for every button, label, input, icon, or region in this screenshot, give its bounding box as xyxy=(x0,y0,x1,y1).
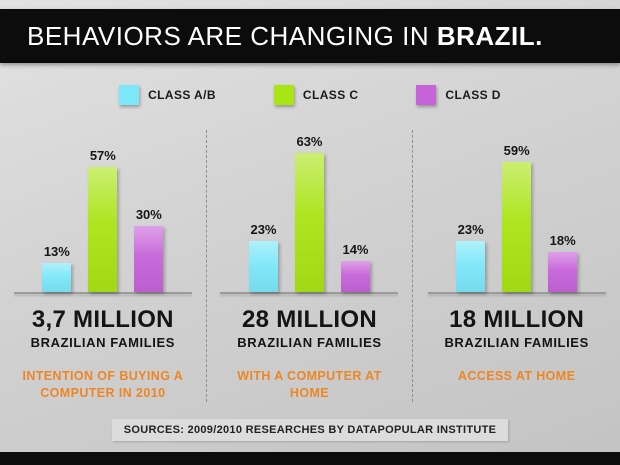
bar-class-d xyxy=(134,226,164,292)
bar-value-label: 63% xyxy=(296,134,323,149)
chart-group-access-at-home: 23% 59% 18% 18 MILLION BRAZILIAN FAMILIE… xyxy=(413,130,620,402)
bar-column: 57% xyxy=(88,148,118,292)
chart-group-computer-at-home: 23% 63% 14% 28 MILLION BRAZILIAN FAMILIE… xyxy=(207,130,414,402)
group-caption: WITH A COMPUTER AT HOME xyxy=(237,369,382,400)
legend-item-class-ab: CLASS A/B xyxy=(119,85,216,105)
bar-class-c xyxy=(88,167,118,292)
footer-strip xyxy=(0,452,620,465)
bar-class-c xyxy=(294,153,324,292)
bar-class-d xyxy=(340,261,370,292)
bar-column: 63% xyxy=(294,134,324,292)
bar-value-label: 14% xyxy=(342,242,369,257)
baseline xyxy=(13,292,192,294)
bar-column: 14% xyxy=(340,242,370,292)
bar-column: 23% xyxy=(248,222,278,292)
bar-value-label: 59% xyxy=(503,143,530,158)
legend-label-class-ab: CLASS A/B xyxy=(148,88,216,102)
group-headline: 28 MILLION xyxy=(241,306,377,333)
group-subheadline: BRAZILIAN FAMILIES xyxy=(444,335,589,350)
bar-cluster: 13% 57% 30% xyxy=(0,130,206,292)
legend: CLASS A/B CLASS C CLASS D xyxy=(0,85,620,105)
source-bar: SOURCES: 2009/2010 RESEARCHES BY DATAPOP… xyxy=(0,419,620,441)
bar-column: 18% xyxy=(548,233,578,292)
page-title: BEHAVIORS ARE CHANGING IN xyxy=(27,20,437,51)
legend-swatch-class-ab xyxy=(119,85,140,105)
group-caption: ACCESS AT HOME xyxy=(457,369,576,383)
legend-label-class-d: CLASS D xyxy=(445,88,501,102)
legend-label-class-c: CLASS C xyxy=(302,88,359,102)
bar-value-label: 23% xyxy=(250,222,277,237)
group-subheadline: BRAZILIAN FAMILIES xyxy=(30,335,176,350)
bar-cluster: 23% 63% 14% xyxy=(207,130,413,292)
baseline xyxy=(220,292,399,294)
chart-group-intention: 13% 57% 30% 3,7 MILLION BRAZILIAN FAMILI… xyxy=(0,130,207,402)
legend-swatch-class-c xyxy=(273,85,294,105)
group-subheadline: BRAZILIAN FAMILIES xyxy=(237,335,382,350)
bar-column: 59% xyxy=(502,143,532,292)
header-bar: BEHAVIORS ARE CHANGING IN BRAZIL. xyxy=(0,9,620,63)
bar-value-label: 57% xyxy=(89,148,116,163)
bar-class-c xyxy=(502,162,532,292)
source-text: SOURCES: 2009/2010 RESEARCHES BY DATAPOP… xyxy=(111,419,509,441)
bar-value-label: 13% xyxy=(43,244,70,259)
bar-column: 30% xyxy=(134,207,164,292)
bar-class-ab xyxy=(42,263,72,292)
bar-class-ab xyxy=(456,241,486,292)
group-caption: INTENTION OF BUYING A COMPUTER IN 2010 xyxy=(22,369,184,400)
bar-column: 13% xyxy=(42,244,72,292)
baseline xyxy=(427,292,606,294)
bar-class-d xyxy=(548,252,578,292)
bar-value-label: 18% xyxy=(549,233,576,248)
bar-value-label: 23% xyxy=(457,222,484,237)
group-headline: 3,7 MILLION xyxy=(31,306,174,333)
bar-column: 23% xyxy=(456,222,486,292)
legend-swatch-class-d xyxy=(416,85,437,105)
page-title-emphasis: BRAZIL. xyxy=(436,20,543,51)
legend-item-class-d: CLASS D xyxy=(416,85,500,105)
bar-class-ab xyxy=(248,241,278,292)
bar-cluster: 23% 59% 18% xyxy=(413,130,620,292)
group-headline: 18 MILLION xyxy=(449,306,585,333)
chart-area: 13% 57% 30% 3,7 MILLION BRAZILIAN FAMILI… xyxy=(0,130,620,402)
legend-item-class-c: CLASS C xyxy=(273,85,359,105)
bar-value-label: 30% xyxy=(135,207,162,222)
